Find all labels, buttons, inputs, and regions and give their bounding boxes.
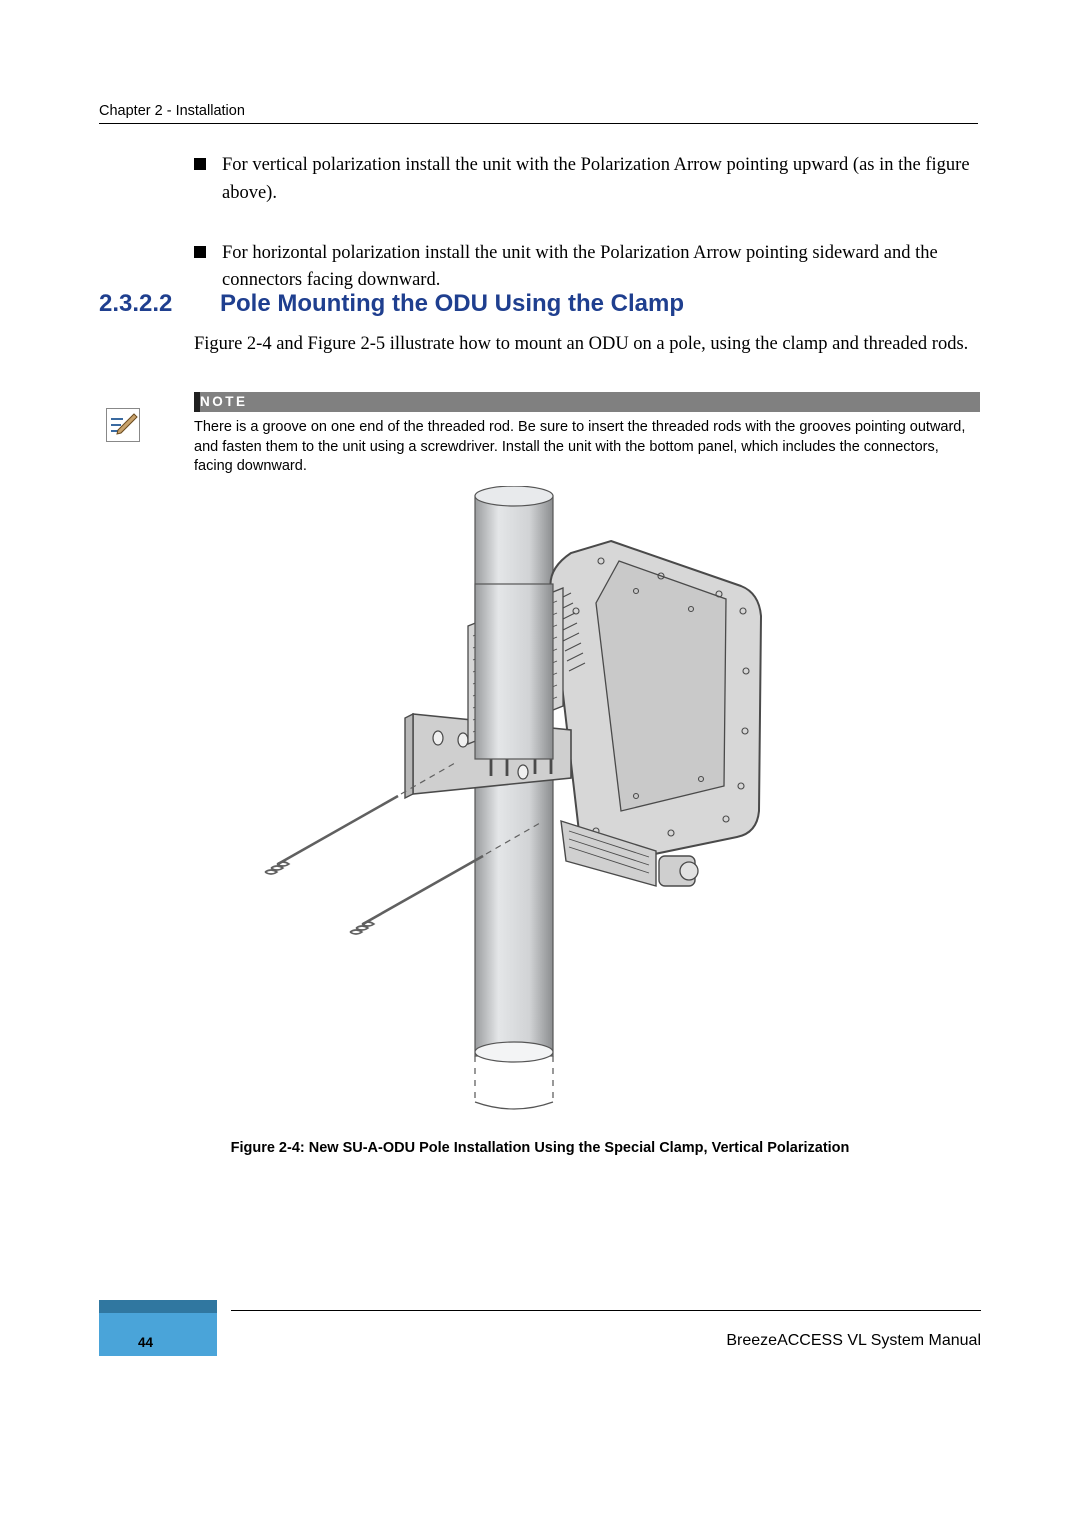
section-body: Figure 2-4 and Figure 2-5 illustrate how… <box>194 330 974 359</box>
bullet-text: For horizontal polarization install the … <box>222 240 974 296</box>
figure-caption: Figure 2-4: New SU-A-ODU Pole Installati… <box>0 1140 1080 1156</box>
bullet-item: For horizontal polarization install the … <box>194 240 974 296</box>
document-page: Chapter 2 - Installation For vertical po… <box>0 0 1080 1527</box>
footer-manual-title: BreezeACCESS VL System Manual <box>726 1332 981 1350</box>
bullet-marker-icon <box>194 158 206 170</box>
footer-accent-edge <box>99 1300 217 1313</box>
note-pencil-icon <box>106 408 140 442</box>
section-number: 2.3.2.2 <box>99 290 172 318</box>
page-number: 44 <box>138 1335 153 1350</box>
footer-rule <box>231 1310 981 1311</box>
section-title: Pole Mounting the ODU Using the Clamp <box>220 290 684 318</box>
header-rule <box>99 123 978 124</box>
note-label: NOTE <box>200 394 248 409</box>
bullet-marker-icon <box>194 246 206 258</box>
note-bar <box>194 392 980 412</box>
figure-pole-mount <box>253 486 818 1116</box>
bullet-item: For vertical polarization install the un… <box>194 152 974 208</box>
note-body: There is a groove on one end of the thre… <box>194 418 974 477</box>
bullet-text: For vertical polarization install the un… <box>222 152 974 208</box>
chapter-header: Chapter 2 - Installation <box>99 103 245 119</box>
